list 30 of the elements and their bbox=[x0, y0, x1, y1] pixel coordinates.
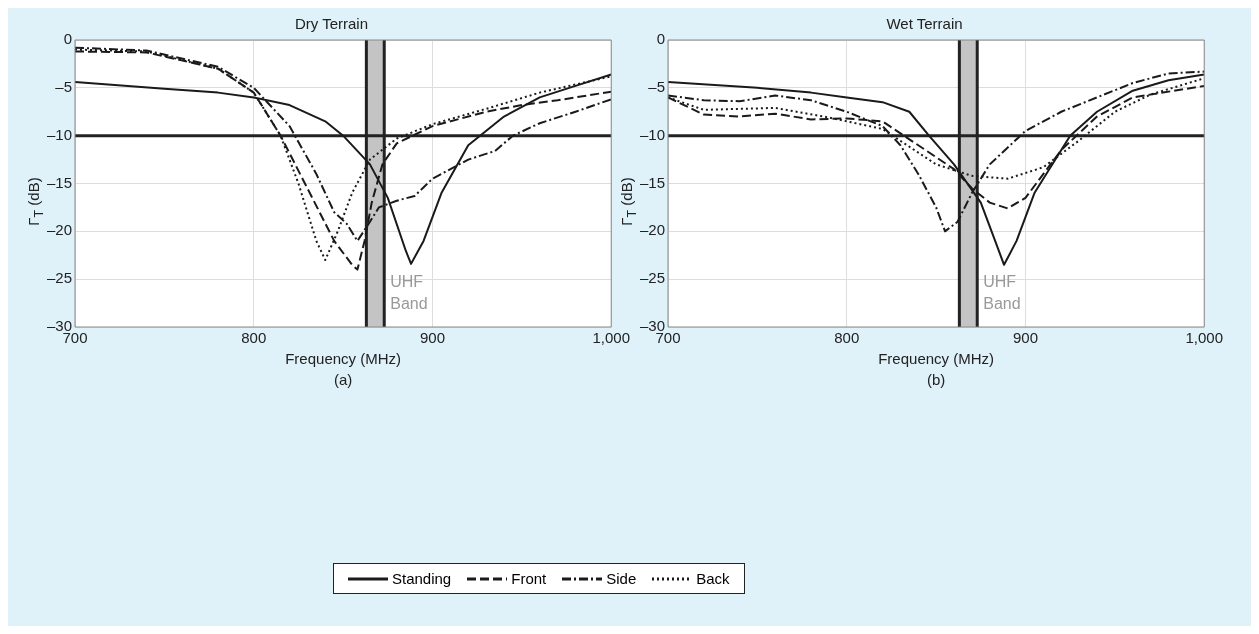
x-tick-label: 800 bbox=[241, 329, 267, 347]
y-tick-label: –15 bbox=[640, 173, 666, 191]
legend-label: Side bbox=[606, 570, 637, 587]
y-tick-label: –20 bbox=[640, 221, 666, 239]
x-axis-title: Frequency (MHz) bbox=[878, 350, 995, 368]
x-axis-title: Frequency (MHz) bbox=[285, 350, 402, 368]
y-tick-label: 0 bbox=[656, 30, 666, 48]
text: (a) bbox=[333, 371, 353, 388]
y-tick-label: –10 bbox=[47, 125, 73, 143]
y-tick-label: –10 bbox=[640, 125, 666, 143]
y-tick-label: –5 bbox=[55, 77, 73, 95]
legend-label: Back bbox=[696, 570, 730, 587]
x-tick-label: 1,000 bbox=[1185, 329, 1224, 347]
y-tick-label: 0 bbox=[63, 30, 73, 48]
chart-title: Wet Terrain bbox=[886, 15, 963, 33]
y-tick-label: –20 bbox=[47, 221, 73, 239]
band-label: UHF Band bbox=[983, 273, 1021, 312]
legend-label: Front bbox=[511, 570, 547, 587]
y-tick-label: –15 bbox=[47, 173, 73, 191]
y-tick-label: –25 bbox=[640, 269, 666, 287]
chart-title: Dry Terrain bbox=[294, 15, 369, 33]
y-tick-label: –5 bbox=[648, 77, 666, 95]
band-label: UHF Band bbox=[390, 273, 428, 312]
x-tick-label: 800 bbox=[834, 329, 860, 347]
text: (b) bbox=[926, 371, 946, 388]
x-tick-label: 1,000 bbox=[592, 329, 631, 347]
x-tick-label: 900 bbox=[1012, 329, 1039, 347]
x-tick-label: 900 bbox=[419, 329, 446, 347]
legend-label: Standing bbox=[392, 570, 452, 587]
y-tick-label: –25 bbox=[47, 269, 73, 287]
